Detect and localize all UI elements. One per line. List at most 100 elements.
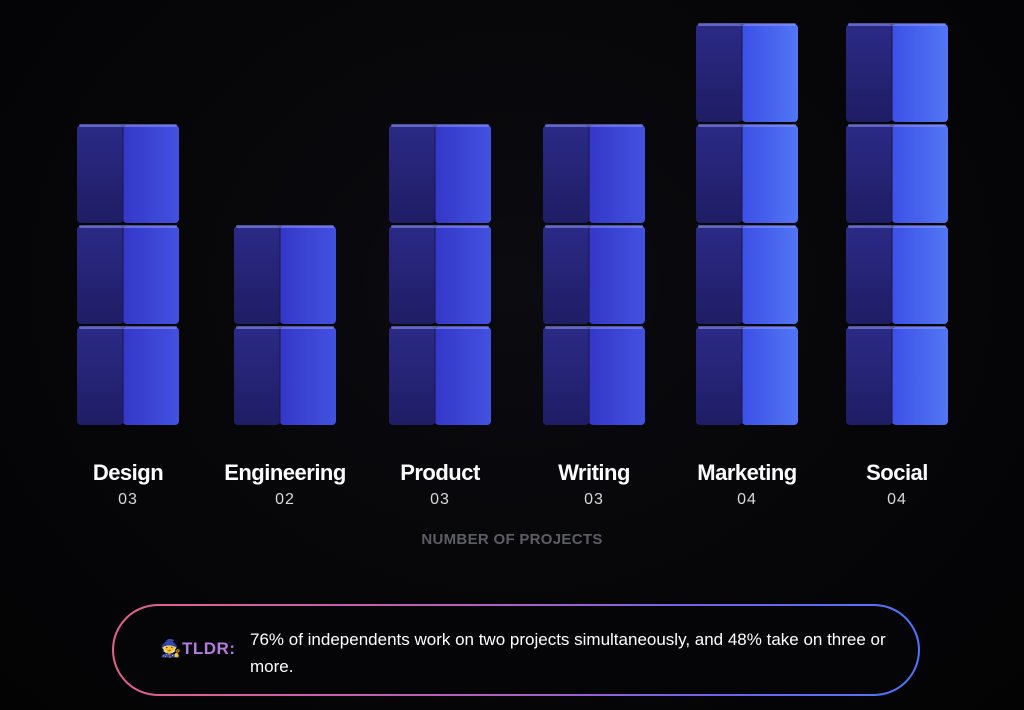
cube-top-highlight	[698, 23, 796, 26]
cube-top-highlight	[391, 225, 489, 228]
cube-front-face	[846, 327, 892, 425]
bar-marketing	[696, 23, 798, 425]
category-name: Design	[92, 460, 164, 485]
tldr-panel: 🧙 TLDR: 76% of independents work on two …	[114, 606, 918, 694]
bar-product	[389, 124, 491, 425]
cube-side-face	[742, 327, 798, 425]
cube	[543, 225, 645, 324]
cube-top-highlight	[79, 124, 177, 127]
cube	[846, 225, 948, 324]
cube	[389, 326, 491, 425]
bar-design	[77, 124, 179, 425]
data-label: 02	[275, 491, 295, 508]
cube-side-face	[435, 226, 491, 324]
cube-side-face	[892, 327, 948, 425]
cube-front-face	[77, 125, 123, 223]
cube-side-face	[589, 125, 645, 223]
x-axis-label: NUMBER OF PROJECTS	[421, 531, 603, 548]
cube-front-face	[543, 327, 589, 425]
category-name: Writing	[558, 460, 630, 485]
cube-top-highlight	[545, 326, 643, 329]
cube-side-face	[123, 327, 179, 425]
tldr-callout: 🧙 TLDR: 76% of independents work on two …	[112, 604, 920, 696]
cube-front-face	[696, 24, 742, 122]
cube-top-highlight	[698, 326, 796, 329]
cube	[846, 23, 948, 122]
cube-side-face	[589, 327, 645, 425]
cube-top-highlight	[79, 326, 177, 329]
tldr-label: TLDR:	[182, 639, 236, 658]
cube-top-highlight	[236, 326, 334, 329]
cube-side-face	[123, 226, 179, 324]
cube	[543, 124, 645, 223]
tick-label-design: Design 03	[43, 456, 213, 510]
category-name: Social	[866, 460, 928, 485]
bar-social	[846, 23, 948, 425]
cube-side-face	[280, 327, 336, 425]
cube-side-face	[589, 226, 645, 324]
cube	[234, 326, 336, 425]
cube-top-highlight	[698, 124, 796, 127]
data-label: 03	[430, 491, 450, 508]
bar-engineering	[234, 225, 336, 425]
cube-side-face	[280, 226, 336, 324]
cube-top-highlight	[391, 326, 489, 329]
cube	[389, 124, 491, 223]
cube-side-face	[742, 226, 798, 324]
bar-chart	[77, 23, 948, 425]
cube	[234, 225, 336, 324]
cube	[543, 326, 645, 425]
cube	[696, 124, 798, 223]
category-name: Product	[400, 460, 480, 485]
tick-label-product: Product 03	[355, 456, 525, 510]
tick-label-engineering: Engineering 02	[200, 456, 370, 510]
cube-side-face	[435, 327, 491, 425]
cube	[77, 124, 179, 223]
cube-front-face	[389, 327, 435, 425]
tick-label-writing: Writing 03	[509, 456, 679, 510]
cube-front-face	[846, 24, 892, 122]
cube-front-face	[234, 327, 280, 425]
wizard-icon: 🧙	[160, 639, 182, 658]
cube-side-face	[742, 125, 798, 223]
cube-front-face	[696, 327, 742, 425]
cube-top-highlight	[698, 225, 796, 228]
cube-front-face	[846, 226, 892, 324]
tick-label-social: Social 04	[812, 456, 982, 510]
cube-side-face	[892, 226, 948, 324]
cube-top-highlight	[391, 124, 489, 127]
cube-top-highlight	[848, 23, 946, 26]
cube-top-highlight	[848, 225, 946, 228]
cube-top-highlight	[236, 225, 334, 228]
tldr-text: 76% of independents work on two projects…	[250, 630, 886, 676]
category-name: Engineering	[224, 460, 346, 485]
cube-front-face	[77, 327, 123, 425]
cube-top-highlight	[848, 326, 946, 329]
cube-front-face	[77, 226, 123, 324]
category-name: Marketing	[697, 460, 797, 485]
cube-front-face	[389, 226, 435, 324]
cube-top-highlight	[545, 124, 643, 127]
bar-writing	[543, 124, 645, 425]
category-labels: Design 03 Engineering 02 Product 03 Writing 03 M…	[0, 456, 1024, 526]
cube-top-highlight	[545, 225, 643, 228]
cube-top-highlight	[79, 225, 177, 228]
cube-front-face	[696, 125, 742, 223]
data-label: 03	[584, 491, 604, 508]
data-label: 04	[887, 491, 907, 508]
cube-side-face	[435, 125, 491, 223]
cube-front-face	[543, 125, 589, 223]
cube-side-face	[742, 24, 798, 122]
cube	[696, 23, 798, 122]
cube	[846, 326, 948, 425]
cube-side-face	[123, 125, 179, 223]
cube	[846, 124, 948, 223]
cube	[77, 326, 179, 425]
data-label: 04	[737, 491, 757, 508]
cube-front-face	[696, 226, 742, 324]
cube-side-face	[892, 125, 948, 223]
cube	[696, 225, 798, 324]
cube-front-face	[234, 226, 280, 324]
data-label: 03	[118, 491, 138, 508]
cube-front-face	[389, 125, 435, 223]
